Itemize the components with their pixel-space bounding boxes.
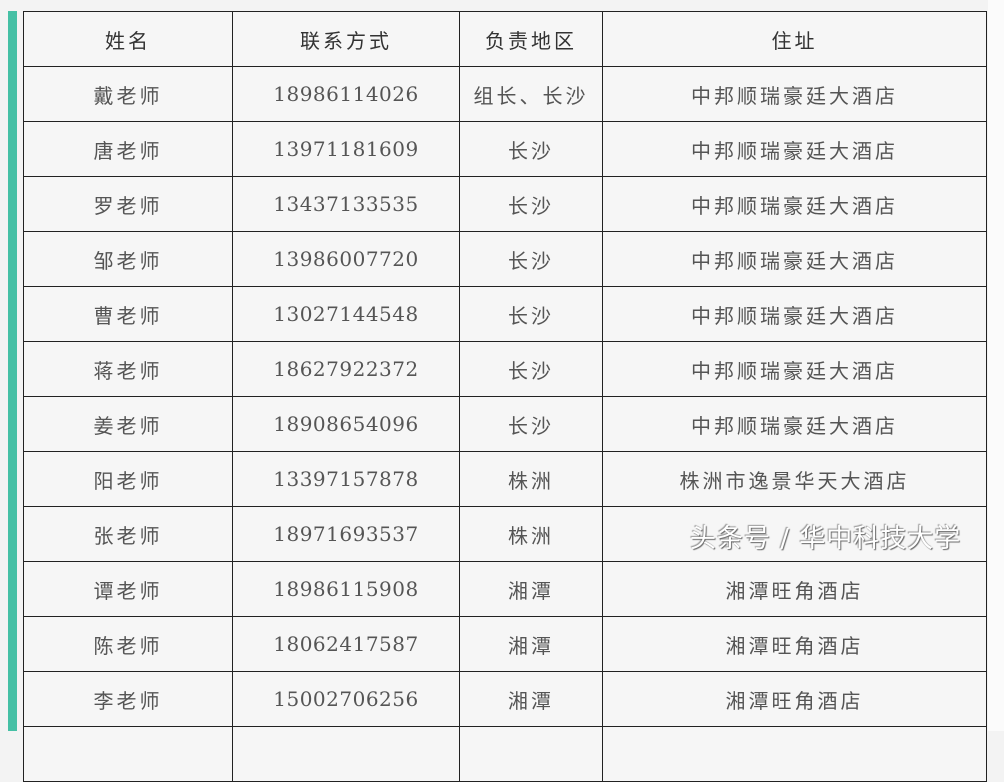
cell-address: 中邦顺瑞豪廷大酒店 <box>602 66 987 122</box>
cell-region: 组长、长沙 <box>459 66 603 122</box>
header-address: 住址 <box>602 11 987 67</box>
table-row: 罗老师 13437133535 长沙 中邦顺瑞豪廷大酒店 <box>23 176 987 232</box>
cell-address: 中邦顺瑞豪廷大酒店 <box>602 396 987 452</box>
cell-name: 谭老师 <box>23 561 233 617</box>
header-region: 负责地区 <box>459 11 603 67</box>
cell-phone: 18986114026 <box>232 66 460 122</box>
page-margin <box>988 0 1004 731</box>
accent-bar <box>8 11 17 731</box>
cell-phone: 18908654096 <box>232 396 460 452</box>
cell-name: 姜老师 <box>23 396 233 452</box>
cell-phone: 13437133535 <box>232 176 460 232</box>
cell-address: 中邦顺瑞豪廷大酒店 <box>602 121 987 177</box>
cell-address: 中邦顺瑞豪廷大酒店 <box>602 231 987 287</box>
table-header-row: 姓名 联系方式 负责地区 住址 <box>23 11 987 67</box>
cell-region: 株洲 <box>459 506 603 562</box>
cell-region: 长沙 <box>459 341 603 397</box>
cell-name: 张老师 <box>23 506 233 562</box>
watermark: 头条号 / 华中科技大学 <box>690 524 962 554</box>
cell-name: 蒋老师 <box>23 341 233 397</box>
cell-address: 中邦顺瑞豪廷大酒店 <box>602 176 987 232</box>
cell-region: 长沙 <box>459 121 603 177</box>
cell-name: 曹老师 <box>23 286 233 342</box>
cell-phone: 13986007720 <box>232 231 460 287</box>
cell-name: 李老师 <box>23 671 233 727</box>
table-row: 谭老师 18986115908 湘潭 湘潭旺角酒店 <box>23 561 987 617</box>
cell-address: 湘潭旺角酒店 <box>602 616 987 672</box>
table-row: 姜老师 18908654096 长沙 中邦顺瑞豪廷大酒店 <box>23 396 987 452</box>
header-name: 姓名 <box>23 11 233 67</box>
table-row: 唐老师 13971181609 长沙 中邦顺瑞豪廷大酒店 <box>23 121 987 177</box>
table-row: 李老师 15002706256 湘潭 湘潭旺角酒店 <box>23 671 987 727</box>
cell-region: 长沙 <box>459 176 603 232</box>
cell-address: 中邦顺瑞豪廷大酒店 <box>602 341 987 397</box>
contact-table: 姓名 联系方式 负责地区 住址 戴老师 18986114026 组长、长沙 中邦顺瑞豪… <box>23 11 987 782</box>
cell-name: 陈老师 <box>23 616 233 672</box>
cell-name: 邹老师 <box>23 231 233 287</box>
table-row: 曹老师 13027144548 长沙 中邦顺瑞豪廷大酒店 <box>23 286 987 342</box>
cell-phone: 18627922372 <box>232 341 460 397</box>
cell-region: 长沙 <box>459 231 603 287</box>
cell-region: 湘潭 <box>459 616 603 672</box>
cell-region: 湘潭 <box>459 561 603 617</box>
cell-region: 株洲 <box>459 451 603 507</box>
cell-address: 湘潭旺角酒店 <box>602 561 987 617</box>
cell-region: 长沙 <box>459 286 603 342</box>
table-row: 陈老师 18062417587 湘潭 湘潭旺角酒店 <box>23 616 987 672</box>
cell-name: 阳老师 <box>23 451 233 507</box>
table-row-partial <box>23 726 987 782</box>
cell-name: 唐老师 <box>23 121 233 177</box>
cell-phone: 13397157878 <box>232 451 460 507</box>
header-contact: 联系方式 <box>232 11 460 67</box>
table-row: 戴老师 18986114026 组长、长沙 中邦顺瑞豪廷大酒店 <box>23 66 987 122</box>
cell-phone: 15002706256 <box>232 671 460 727</box>
cell-region: 湘潭 <box>459 671 603 727</box>
table-row: 蒋老师 18627922372 长沙 中邦顺瑞豪廷大酒店 <box>23 341 987 397</box>
table-row: 邹老师 13986007720 长沙 中邦顺瑞豪廷大酒店 <box>23 231 987 287</box>
cell-name: 罗老师 <box>23 176 233 232</box>
cell-phone: 18986115908 <box>232 561 460 617</box>
cell-name: 戴老师 <box>23 66 233 122</box>
cell-phone: 13971181609 <box>232 121 460 177</box>
table-row: 阳老师 13397157878 株洲 株洲市逸景华天大酒店 <box>23 451 987 507</box>
cell-phone: 18971693537 <box>232 506 460 562</box>
cell-address: 湘潭旺角酒店 <box>602 671 987 727</box>
cell-address: 株洲市逸景华天大酒店 <box>602 451 987 507</box>
cell-address: 中邦顺瑞豪廷大酒店 <box>602 286 987 342</box>
cell-phone: 13027144548 <box>232 286 460 342</box>
cell-phone: 18062417587 <box>232 616 460 672</box>
cell-region: 长沙 <box>459 396 603 452</box>
